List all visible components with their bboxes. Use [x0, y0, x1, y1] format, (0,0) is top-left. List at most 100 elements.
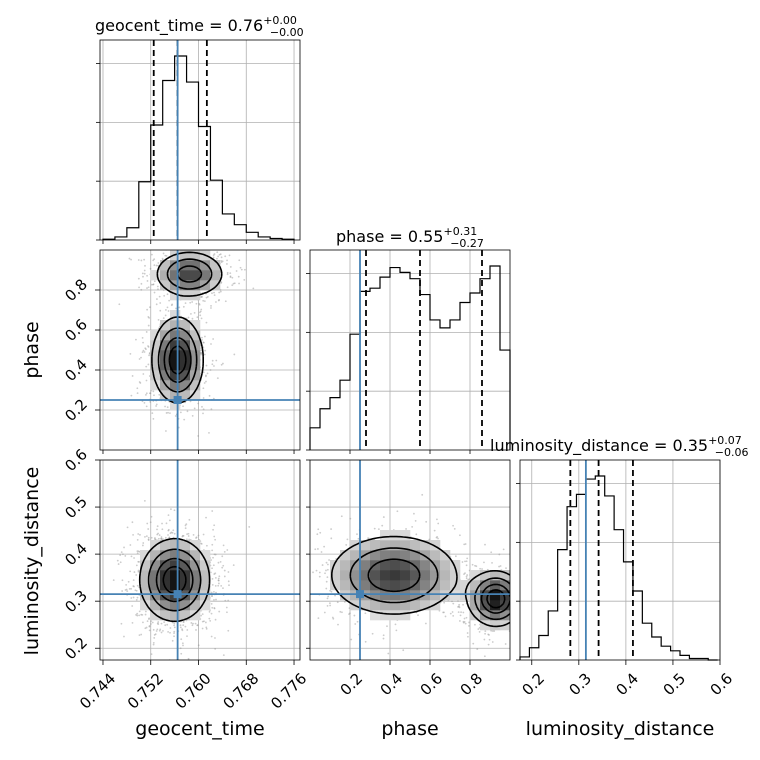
sample-point [190, 247, 192, 249]
density-cell [170, 260, 181, 271]
sample-point [227, 571, 230, 573]
xlabel-phase: phase [381, 718, 438, 740]
density-cell [340, 550, 351, 561]
density-cell [150, 590, 161, 601]
sample-point [530, 607, 532, 609]
sample-point [217, 561, 220, 564]
sample-point [211, 583, 214, 586]
sample-point [173, 532, 176, 535]
sample-point [157, 537, 160, 540]
sample-point [238, 259, 241, 262]
sample-point [158, 534, 161, 537]
density-cell [500, 590, 510, 601]
density-cell [500, 600, 510, 611]
sample-point [180, 638, 183, 641]
sample-point [202, 299, 205, 302]
sample-point [205, 364, 208, 367]
sample-point [143, 272, 146, 275]
sample-point [514, 565, 516, 567]
sample-point [514, 558, 516, 560]
sample-point [214, 618, 217, 621]
frame-geocent_time [99, 39, 301, 241]
sample-point [155, 303, 158, 306]
sample-point [518, 602, 520, 604]
sample-point [229, 272, 232, 275]
density-cell [150, 570, 161, 581]
sample-point [150, 623, 152, 625]
sample-point [243, 268, 246, 271]
sample-point [511, 579, 513, 581]
sample-point [171, 639, 174, 642]
sample-point [325, 561, 328, 564]
sample-point [143, 269, 146, 272]
sample-point [512, 645, 514, 647]
sample-point [232, 282, 235, 285]
sample-point [522, 596, 524, 598]
sample-point [324, 572, 326, 575]
sample-point [405, 528, 407, 530]
sample-point [141, 272, 144, 275]
sample-point [518, 619, 520, 621]
sample-point [527, 642, 529, 644]
sample-point [117, 563, 120, 565]
density-cell [150, 270, 161, 281]
density-cell [330, 560, 341, 571]
sample-point [523, 603, 525, 605]
sample-point [201, 336, 203, 339]
density-cell [160, 610, 171, 621]
sample-point [518, 599, 520, 601]
sample-point [192, 622, 194, 625]
sample-point [213, 253, 216, 255]
sample-point [415, 533, 418, 536]
sample-point [144, 264, 146, 267]
sample-point [143, 401, 146, 404]
sample-point [517, 604, 519, 606]
sample-point [167, 310, 170, 312]
sample-point [350, 638, 353, 641]
ytick-label-luminosity_distance-1: 0.3 [61, 587, 91, 617]
density-cell [190, 580, 201, 591]
sample-point [178, 306, 181, 309]
density-cell [180, 590, 191, 601]
sample-point [232, 564, 235, 567]
sample-point [514, 596, 516, 598]
ytick-label-phase-1: 0.4 [61, 355, 91, 385]
density-cell [170, 330, 181, 341]
sample-point [515, 595, 517, 597]
sample-point [493, 630, 496, 632]
sample-point [155, 630, 158, 632]
density-cell [210, 270, 221, 281]
sample-point [126, 526, 129, 529]
sample-point [157, 621, 160, 623]
sample-point [463, 543, 466, 546]
density-cell [170, 390, 181, 401]
sample-point [457, 600, 459, 602]
sample-point [502, 548, 505, 551]
sample-point [145, 365, 148, 368]
sample-point [524, 582, 526, 584]
sample-point [147, 346, 150, 348]
density-cell [400, 590, 411, 601]
sample-point [159, 243, 161, 245]
sample-point [513, 596, 515, 598]
sample-point [149, 267, 152, 270]
sample-point [210, 305, 212, 307]
sample-point [138, 614, 141, 617]
sample-point [203, 382, 206, 384]
sample-point [211, 359, 214, 362]
density-cell [160, 280, 171, 291]
sample-point [215, 301, 217, 303]
sample-point [151, 412, 154, 415]
sample-point [248, 526, 251, 528]
density-cell [430, 550, 441, 561]
sample-point [148, 354, 150, 357]
sample-point [323, 545, 326, 548]
sample-point [526, 587, 528, 589]
sample-point [321, 564, 324, 566]
sample-point [159, 309, 162, 312]
sample-point [522, 604, 524, 606]
density-cell [170, 360, 181, 371]
density-cell [150, 600, 161, 611]
density-cell [410, 550, 421, 561]
sample-point [203, 300, 206, 303]
